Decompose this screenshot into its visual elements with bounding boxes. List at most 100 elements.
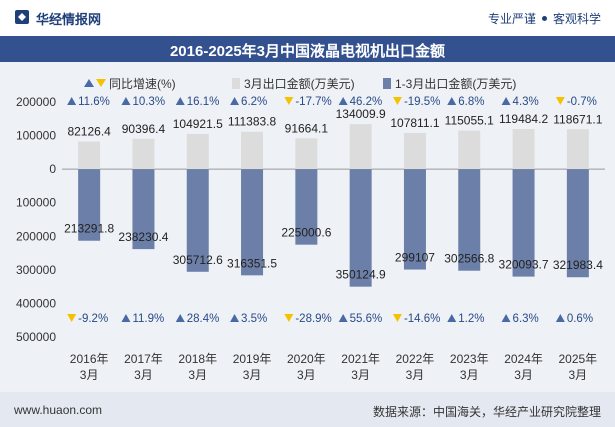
up-arrow-icon	[501, 314, 511, 322]
x-tick-label-month: 3月	[297, 368, 316, 382]
cumulative-bar	[186, 169, 209, 272]
tagline-right: 客观科学	[552, 12, 601, 26]
cumulative-bar	[349, 169, 372, 287]
march-value-label: 119484.2	[499, 112, 548, 126]
up-arrow-icon	[338, 97, 348, 105]
y-tick-label: 200000	[16, 95, 56, 109]
y-tick-label: 300000	[16, 263, 56, 277]
huajing-logo-icon	[15, 10, 29, 24]
cumulative-value-label: 238230.4	[118, 230, 168, 244]
cumulative-growth-label: -14.6%	[404, 313, 440, 325]
cumulative-growth-marker: 28.4%	[175, 313, 220, 325]
march-bar	[241, 131, 264, 170]
up-arrow-icon	[501, 97, 511, 105]
march-growth-marker: -0.7%	[555, 96, 597, 108]
march-growth-marker: 11.6%	[67, 96, 110, 108]
cumulative-value-label: 320093.7	[499, 258, 549, 272]
march-bar	[295, 138, 318, 170]
march-bar	[458, 130, 481, 170]
tagline-left: 专业严谨	[487, 12, 536, 26]
y-tick-label: 0	[49, 162, 56, 176]
cumulative-growth-label: 1.2%	[458, 313, 484, 325]
up-arrow-icon	[175, 97, 185, 105]
cumulative-bar	[566, 169, 589, 278]
cumulative-bar	[132, 169, 155, 250]
cumulative-growth-marker: 3.5%	[230, 313, 267, 325]
x-tick-label-month: 3月	[514, 368, 533, 382]
x-tick-label-year: 2023年	[450, 352, 489, 366]
cumulative-bar	[295, 169, 318, 245]
cumulative-value-label: 305712.6	[173, 253, 223, 267]
x-tick-label-month: 3月	[406, 368, 425, 382]
footer-source: 数据来源：中国海关，华经产业研究院整理	[372, 405, 601, 419]
y-tick-label: 400000	[16, 296, 56, 310]
x-tick-label-year: 2025年	[558, 352, 597, 366]
cumulative-value-label: 225000.6	[281, 226, 331, 240]
footer-bar	[0, 392, 615, 427]
march-value-label: 118671.1	[553, 112, 602, 126]
cumulative-growth-marker: -9.2%	[67, 313, 108, 325]
x-tick-label-month: 3月	[243, 368, 262, 382]
x-tick-label-year: 2019年	[233, 352, 272, 366]
march-growth-marker: 4.3%	[501, 96, 539, 108]
cumulative-growth-marker: 55.6%	[338, 313, 382, 325]
cumulative-value-label: 299107	[395, 251, 435, 265]
down-arrow-icon	[284, 97, 294, 105]
march-growth-marker: 10.3%	[121, 96, 165, 108]
chart-legend: 同比增速(%) 3月出口金额(万美元) 1-3月出口金额(万美元)	[84, 76, 516, 91]
march-bar	[512, 129, 535, 170]
legend-march-swatch	[232, 78, 240, 89]
chart-title: 2016-2025年3月中国液晶电视机出口金额	[169, 43, 446, 60]
up-arrow-icon	[555, 314, 565, 322]
x-tick-label-month: 3月	[460, 368, 479, 382]
legend-march-label: 3月出口金额(万美元)	[244, 76, 355, 91]
cumulative-growth-label: 28.4%	[187, 313, 220, 325]
cumulative-growth-marker: 6.3%	[501, 313, 539, 325]
down-arrow-icon	[555, 97, 565, 105]
cumulative-bar	[78, 169, 101, 241]
cumulative-bar	[512, 169, 535, 277]
footer-site: www.huaon.com	[14, 403, 103, 417]
march-growth-marker: 6.8%	[447, 96, 484, 108]
up-arrow-icon	[447, 314, 457, 322]
x-tick-label-month: 3月	[351, 368, 370, 382]
top-bar: 华经情报网 专业严谨 客观科学	[0, 0, 615, 36]
cumulative-bar	[241, 169, 264, 276]
march-bar	[78, 141, 101, 170]
legend-cumulative-swatch	[383, 78, 391, 89]
y-tick-label: 100000	[16, 129, 56, 143]
tagline-dot	[541, 16, 547, 21]
cumulative-value-label: 213291.8	[64, 222, 114, 236]
cumulative-growth-label: 6.3%	[513, 313, 539, 325]
march-growth-label: 4.3%	[513, 96, 539, 108]
march-growth-label: -17.7%	[295, 96, 331, 108]
title-bar	[0, 36, 615, 62]
march-growth-marker: -19.5%	[392, 96, 440, 108]
march-growth-marker: 16.1%	[175, 96, 219, 108]
march-growth-label: 46.2%	[350, 96, 383, 108]
down-arrow-icon	[67, 314, 77, 322]
y-tick-label: 100000	[16, 196, 56, 210]
march-growth-label: 6.2%	[241, 96, 267, 108]
march-value-label: 111383.8	[228, 115, 277, 129]
brand-name: 华经情报网	[36, 12, 102, 27]
up-arrow-icon	[447, 97, 457, 105]
march-growth-label: 6.8%	[458, 96, 484, 108]
march-growth-label: 11.6%	[78, 96, 110, 108]
march-value-label: 115055.1	[445, 114, 494, 128]
march-value-label: 91664.1	[285, 121, 329, 135]
x-tick-label-month: 3月	[134, 368, 153, 382]
march-growth-marker: -17.7%	[284, 96, 332, 108]
cumulative-growth-label: 0.6%	[567, 313, 593, 325]
march-value-label: 90396.4	[122, 122, 166, 136]
x-tick-label-year: 2024年	[504, 352, 543, 366]
up-arrow-icon	[230, 314, 240, 322]
legend-growth-label: 同比增速(%)	[109, 77, 176, 91]
march-bar	[403, 132, 426, 170]
x-tick-label-month: 3月	[569, 368, 588, 382]
march-value-label: 104921.5	[173, 117, 223, 131]
march-growth-label: -19.5%	[404, 96, 440, 108]
cumulative-growth-label: 3.5%	[241, 313, 267, 325]
up-arrow-icon	[67, 97, 77, 105]
tagline: 专业严谨 客观科学	[488, 10, 601, 27]
